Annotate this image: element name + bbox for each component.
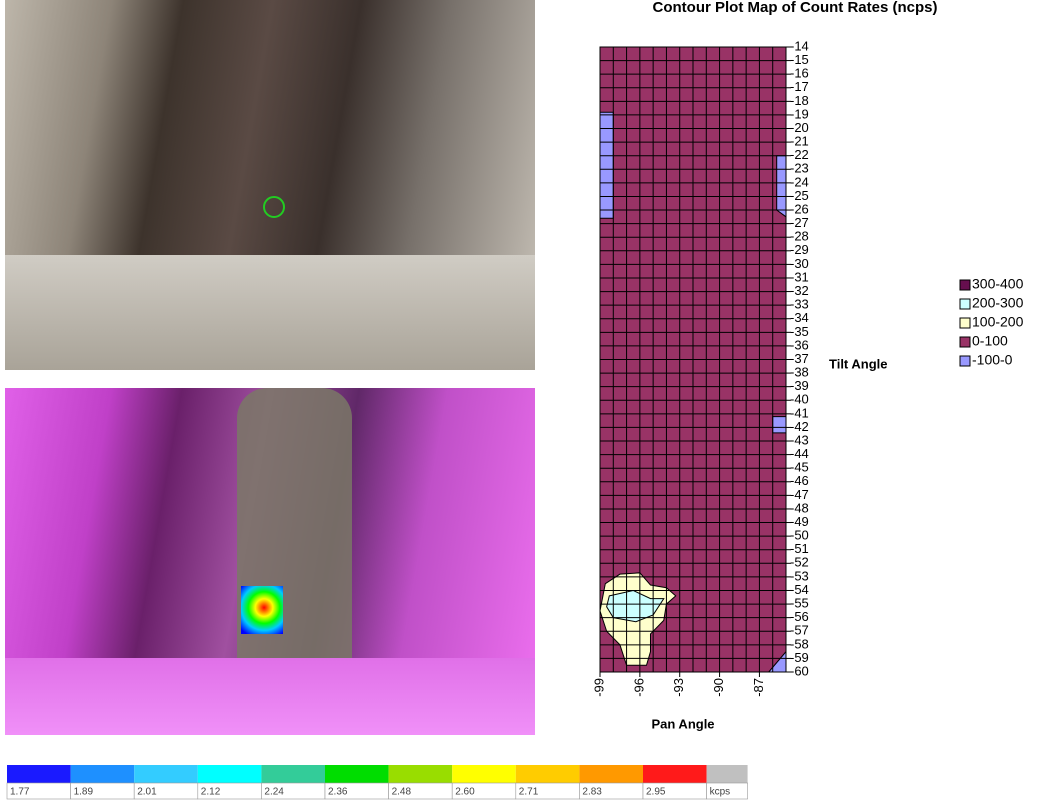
y-axis-label: Tilt Angle: [829, 356, 888, 371]
scale-color: [452, 765, 516, 783]
x-tick-label: -96: [631, 678, 646, 697]
scale-label: kcps: [710, 787, 731, 798]
scale-color: [7, 765, 71, 783]
scale-color: [389, 765, 453, 783]
scale-color: [198, 765, 262, 783]
chart: Contour Plot Map of Count Rates (ncps) P…: [0, 0, 1052, 805]
scale-color: [516, 765, 580, 783]
scale-label: 2.01: [137, 787, 157, 798]
scale-label: 2.48: [392, 787, 412, 798]
scale-label: 1.77: [10, 787, 30, 798]
scale-label: 2.83: [582, 787, 602, 798]
legend-swatch: [960, 337, 970, 347]
scale-label: 2.24: [264, 787, 284, 798]
scale-label: 2.71: [519, 787, 539, 798]
legend-swatch: [960, 318, 970, 328]
scale-color: [325, 765, 389, 783]
legend-label: 200-300: [972, 295, 1024, 311]
scale-color: [134, 765, 198, 783]
scale-label: 1.89: [74, 787, 94, 798]
legend-swatch: [960, 280, 970, 290]
page: Contour Plot Map of Count Rates (ncps) P…: [0, 0, 1052, 805]
scale-label: 2.60: [455, 787, 475, 798]
legend-label: 0-100: [972, 333, 1008, 349]
legend-swatch: [960, 299, 970, 309]
scale-label: 2.36: [328, 787, 348, 798]
x-axis-label: Pan Angle: [651, 716, 714, 731]
x-tick-label: -99: [591, 678, 606, 697]
contour-region: [773, 417, 786, 433]
legend-label: 100-200: [972, 314, 1024, 330]
y-tick-label: -60: [790, 663, 809, 678]
contour-region: [777, 156, 786, 217]
legend-swatch: [960, 356, 970, 366]
scale-color: [71, 765, 135, 783]
scale-color: [261, 765, 325, 783]
plot: -14-15-16-17-18-19-20-21-22-23-24-25-26-…: [591, 38, 808, 696]
chart-title: Contour Plot Map of Count Rates (ncps): [653, 0, 938, 16]
x-tick-label: -87: [751, 678, 766, 697]
x-tick-label: -90: [711, 678, 726, 697]
scale-color: [643, 765, 707, 783]
color-scale: 1.77 1.89 2.01 2.12 2.24 2.36 2.48 2.60 2.71 2.83…: [7, 765, 748, 799]
scale-color: [579, 765, 643, 783]
scale-color: [707, 765, 748, 783]
legend-label: -100-0: [972, 352, 1013, 368]
scale-label: 2.95: [646, 787, 666, 798]
scale-label: 2.12: [201, 787, 221, 798]
legend-label: 300-400: [972, 276, 1024, 292]
legend: 300-400 200-300 100-200 0-100 -100-0: [960, 276, 1024, 368]
x-tick-label: -93: [671, 678, 686, 697]
